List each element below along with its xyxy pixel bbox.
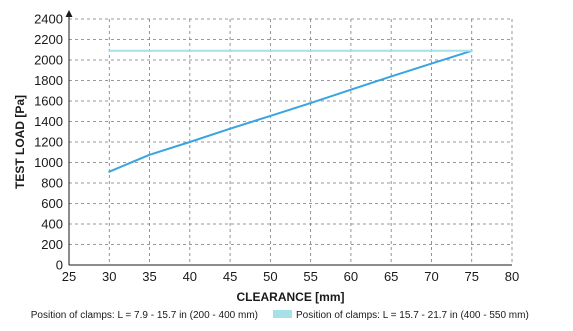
y-tick-label: 1200 (34, 135, 63, 150)
legend-label-1: Position of clamps: L = 7.9 - 15.7 in (2… (31, 310, 258, 321)
y-tick-label: 1000 (34, 155, 63, 170)
x-tick-label: 75 (464, 269, 478, 284)
x-tick-label: 80 (505, 269, 519, 284)
y-tick-label: 400 (41, 217, 63, 232)
x-tick-label: 55 (303, 269, 317, 284)
y-tick-label: 600 (41, 196, 63, 211)
x-tick-label: 70 (424, 269, 438, 284)
x-axis-title: CLEARANCE [mm] (237, 290, 345, 304)
tick-labels: 25 30 35 40 45 50 55 60 65 70 75 800200400600800100… (34, 12, 519, 285)
x-tick-label: 45 (223, 269, 237, 284)
x-tick-label: 65 (384, 269, 398, 284)
y-tick-label: 1600 (34, 94, 63, 109)
legend: Position of clamps: L = 7.9 - 15.7 in (2… (31, 310, 529, 321)
legend-item-2: Position of clamps: L = 15.7 - 21.7 in (… (273, 310, 529, 321)
x-tick-label: 25 (62, 269, 76, 284)
y-tick-label: 200 (41, 237, 63, 252)
axes (65, 10, 512, 266)
legend-swatch-2 (273, 310, 292, 318)
x-tick-label: 50 (263, 269, 277, 284)
grid-lines (69, 18, 513, 265)
y-tick-label: 2000 (34, 53, 63, 68)
y-tick-label: 1800 (34, 73, 63, 88)
x-tick-label: 40 (183, 269, 197, 284)
y-tick-label: 2200 (34, 32, 63, 47)
y-axis-title: TEST LOAD [Pa] (13, 95, 27, 189)
y-tick-label: 1400 (34, 114, 63, 129)
x-tick-label: 30 (102, 269, 116, 284)
y-axis-arrow (65, 10, 73, 17)
legend-label-2: Position of clamps: L = 15.7 - 21.7 in (… (296, 310, 529, 321)
series (108, 49, 473, 173)
series-line-1 (108, 49, 473, 173)
y-tick-label: 2400 (34, 12, 63, 27)
y-tick-label: 0 (56, 258, 63, 273)
y-tick-label: 800 (41, 176, 63, 191)
x-tick-label: 60 (344, 269, 358, 284)
x-tick-label: 35 (142, 269, 156, 284)
legend-item-1: Position of clamps: L = 7.9 - 15.7 in (2… (31, 310, 258, 321)
